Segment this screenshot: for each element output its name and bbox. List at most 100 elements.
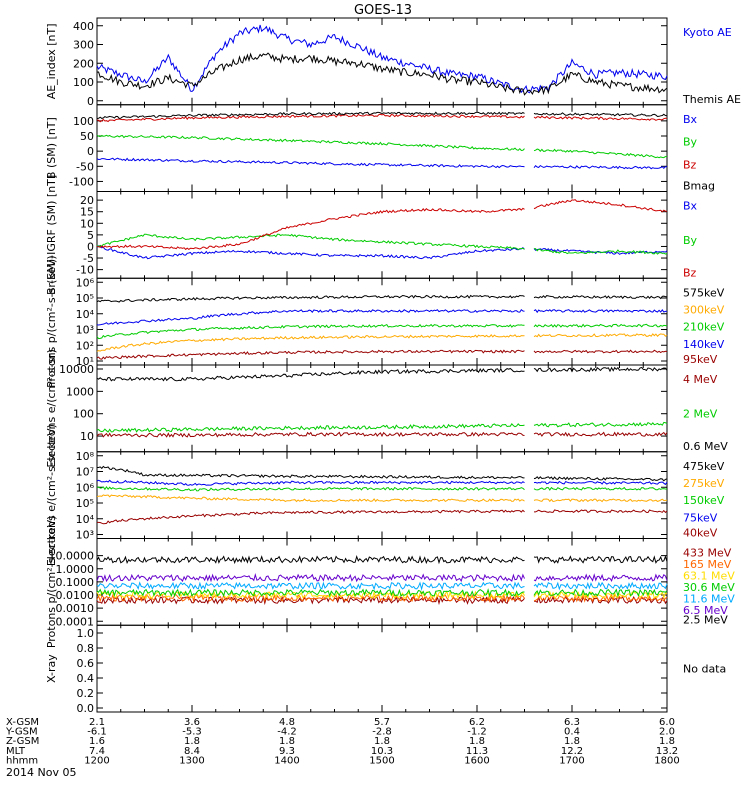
legend-75kev: 75keV: [683, 511, 718, 524]
series-line-bz: [96, 207, 525, 251]
x-row-value: 10.3: [371, 746, 393, 757]
series-line-bz: [533, 115, 667, 121]
series-line-by: [96, 134, 525, 152]
plot-date: 2014 Nov 05: [6, 766, 76, 779]
series-line-30-6-mev: [96, 588, 525, 598]
series-line-bx: [96, 157, 525, 169]
y-tick-label: 0: [87, 145, 94, 158]
plot-title: GOES-13: [354, 3, 412, 18]
series-line-6-5-mev: [533, 573, 668, 582]
series-line-300kev: [533, 333, 668, 338]
x-row-value: 13.2: [656, 746, 678, 757]
x-row-value: 1.8: [184, 736, 200, 747]
y-tick-label: -50: [76, 160, 94, 173]
x-row-value: -6.1: [87, 727, 107, 738]
y-tick-label: 15: [80, 206, 94, 219]
y-tick-label: -100: [69, 175, 94, 188]
series-line-bz: [533, 199, 668, 213]
y-tick-label: 10⁴: [76, 308, 95, 321]
x-row-value: 1.6: [89, 736, 105, 747]
y-tick-label: 10: [80, 430, 94, 443]
x-row-value: 1300: [179, 755, 204, 766]
y-tick-label: 10⁶: [76, 481, 95, 494]
panel-7: 0.00010.00100.01000.10001.000010.0000Pro…: [45, 516, 735, 649]
y-tick-label: 0.0100: [56, 589, 95, 602]
series-line-95kev: [533, 349, 668, 354]
y-tick-label: 10²: [76, 339, 94, 352]
series-line-40kev: [534, 509, 668, 514]
x-row-value: 1700: [559, 755, 584, 766]
series-line-300kev: [96, 333, 525, 352]
y-tick-label: 1.0: [77, 627, 95, 640]
panel-8: 0.0 0.2 0.4 0.6 0.8 1.0 X-ray No data: [45, 624, 726, 715]
y-tick-label: 1000: [66, 385, 94, 398]
series-line-140kev: [533, 309, 668, 314]
y-axis-label: AE_index [nT]: [45, 23, 58, 99]
y-tick-label: 0.6: [77, 657, 95, 670]
series-line-by: [533, 248, 668, 255]
x-row-value: 7.4: [89, 746, 105, 757]
legend-475kev: 475keV: [683, 460, 725, 473]
legend-bz: Bz: [683, 266, 697, 279]
y-tick-label: 10⁵: [76, 292, 94, 305]
series-line-575kev: [96, 294, 525, 303]
x-row-value: 1200: [84, 755, 109, 766]
legend-6-5-mev: 6.5 MeV: [683, 604, 728, 617]
x-row-label: Y-GSM: [5, 727, 38, 738]
y-axis-label: Protons p/(cm²-s-sr-keV): [45, 516, 58, 649]
panel-4: 10¹ 10² 10³ 10⁴ 10⁵ 10⁶ Protons p/(cm²-s-sr-ke…: [45, 255, 725, 388]
y-tick-label: 200: [73, 57, 94, 70]
series-line-475kev: [97, 465, 525, 480]
series-line-by: [96, 233, 525, 251]
x-row-value: 5.7: [374, 717, 390, 728]
y-axis-label: Electrons e/(cm²-s-sr): [45, 349, 58, 468]
series-line-575kev: [533, 295, 668, 300]
series-line-bx: [533, 164, 668, 170]
y-tick-label: -5: [83, 252, 94, 265]
y-tick-label: 10³: [76, 324, 94, 337]
panel-frame: [96, 191, 668, 279]
y-tick-label: 100: [73, 76, 94, 89]
legend-275kev: 275keV: [683, 477, 725, 490]
series-line-11-6-mev: [533, 581, 668, 591]
series-line-kyoto-ae: [96, 24, 668, 94]
y-tick-label: 0.0001: [56, 615, 95, 628]
series-line-275kev: [96, 494, 525, 503]
series-line-433-mev: [533, 595, 668, 605]
y-tick-label: 0.0010: [56, 602, 95, 615]
y-tick-label: 10⁸: [76, 450, 95, 463]
legend-575kev: 575keV: [683, 286, 725, 299]
x-row-value: -1.2: [467, 727, 487, 738]
y-axis-label: B (SM)-IGRF (SM) [nT]: [45, 175, 58, 295]
y-tick-label: 0.0: [77, 702, 95, 715]
y-tick-label: 0.4: [77, 672, 95, 685]
y-tick-label: 20: [80, 194, 94, 207]
series-line-150kev: [533, 486, 668, 491]
x-row-value: 9.3: [279, 746, 295, 757]
series-line-4-mev: [96, 431, 525, 438]
x-row-value: 3.6: [184, 717, 200, 728]
x-row-value: 1.8: [659, 736, 675, 747]
series-line-75kev: [96, 479, 525, 486]
x-row-value: 1800: [654, 755, 679, 766]
y-tick-label: 10⁶: [76, 276, 95, 289]
x-row-value: 1600: [464, 755, 489, 766]
legend-2-5-mev: 2.5 MeV: [683, 613, 728, 626]
y-tick-label: 100: [73, 115, 94, 128]
legend-bmag: Bmag: [683, 180, 715, 193]
panel-6: 10³ 10⁴ 10⁵ 10⁶ 10⁷ 10⁸ Electrons e/(cm²-s-sr-…: [45, 424, 725, 566]
legend-140kev: 140keV: [683, 338, 725, 351]
no-data-note: No data: [683, 663, 726, 676]
panel-frame: [96, 451, 668, 539]
legend-2-mev: 2 MeV: [683, 407, 718, 420]
y-axis-label: Protons p/(cm²-s-sr-keV): [45, 255, 58, 388]
legend-433-mev: 433 MeV: [683, 547, 732, 560]
series-line-210kev: [533, 323, 668, 328]
legend-165-mev: 165 MeV: [683, 558, 732, 571]
x-row-value: 8.4: [184, 746, 200, 757]
legend-300kev: 300keV: [683, 303, 725, 316]
series-line-2-mev: [533, 421, 668, 428]
